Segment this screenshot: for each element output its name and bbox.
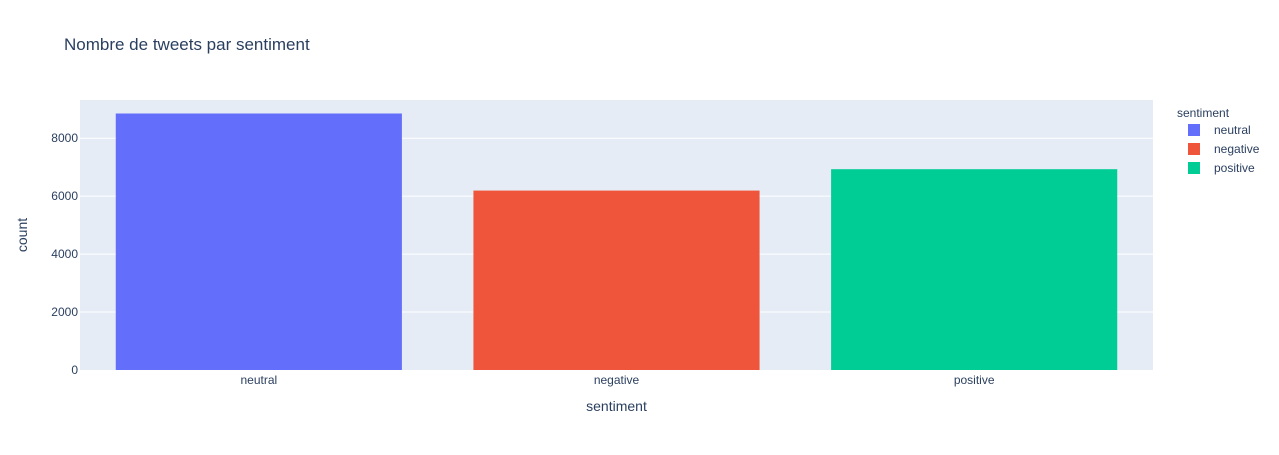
x-tick-label: neutral xyxy=(240,373,277,387)
chart-title: Nombre de tweets par sentiment xyxy=(64,35,310,54)
x-tick-label: positive xyxy=(954,373,995,387)
legend-item-negative[interactable]: negative xyxy=(1188,142,1260,156)
x-tick-label: negative xyxy=(594,373,640,387)
y-tick-label: 2000 xyxy=(51,305,78,319)
bars xyxy=(115,113,1118,370)
bar-neutral xyxy=(115,113,402,370)
legend-title: sentiment xyxy=(1177,106,1230,120)
legend-swatch-positive xyxy=(1188,162,1200,174)
legend-item-positive[interactable]: positive xyxy=(1188,161,1255,175)
y-tick-label: 0 xyxy=(71,363,78,377)
legend-item-neutral[interactable]: neutral xyxy=(1188,123,1251,137)
y-axis-title: count xyxy=(14,218,30,252)
legend-swatch-neutral xyxy=(1188,124,1200,136)
bar-positive xyxy=(831,169,1118,370)
y-tick-label: 6000 xyxy=(51,189,78,203)
legend-label-negative: negative xyxy=(1214,142,1260,156)
legend-label-positive: positive xyxy=(1214,161,1255,175)
y-tick-label: 8000 xyxy=(51,131,78,145)
y-axis-ticks: 0 2000 4000 6000 8000 xyxy=(51,131,78,377)
legend-swatch-negative xyxy=(1188,143,1200,155)
bar-negative xyxy=(473,190,760,370)
legend-items: neutral negative positive xyxy=(1188,123,1260,175)
y-tick-label: 4000 xyxy=(51,247,78,261)
x-axis-ticks: neutral negative positive xyxy=(240,373,994,387)
legend-label-neutral: neutral xyxy=(1214,123,1251,137)
legend: sentiment neutral negative positive xyxy=(1177,106,1260,175)
x-axis-title: sentiment xyxy=(586,398,647,414)
